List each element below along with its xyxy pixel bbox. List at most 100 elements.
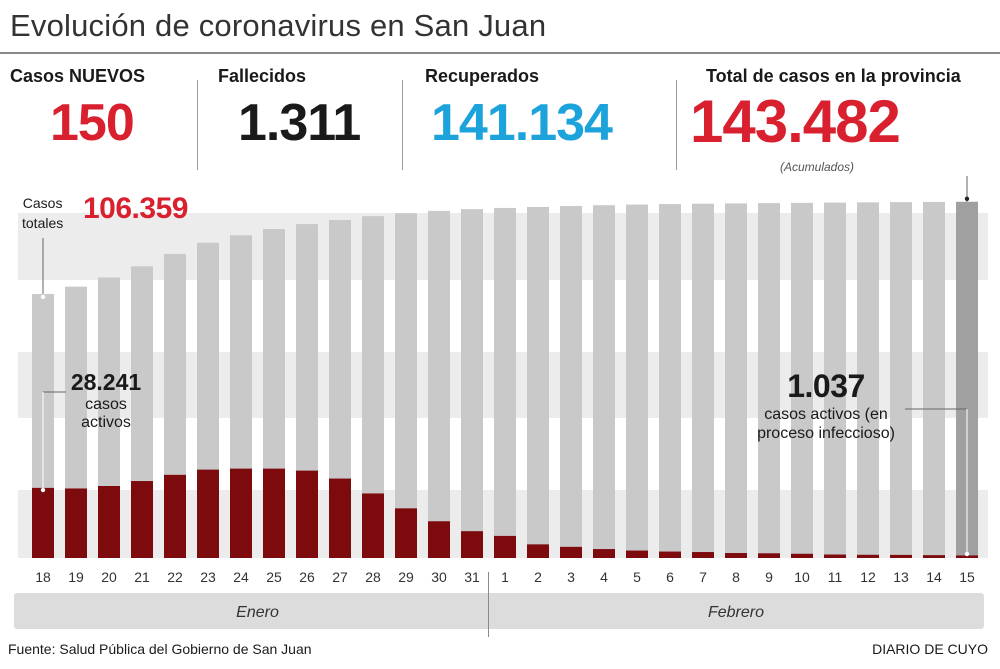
leader-dot (964, 196, 970, 201)
stat-recuperados: Recuperados 141.134 (425, 66, 613, 153)
stat-fallecidos-value: 1.311 (238, 94, 361, 152)
active-bar-2 (527, 544, 549, 558)
x-tick-label: 22 (167, 569, 183, 585)
active-bar-23 (197, 469, 219, 558)
x-tick-label: 24 (233, 569, 249, 585)
bars (32, 201, 978, 559)
total-bar-28 (362, 216, 384, 558)
end-active-value: 1.037 (787, 368, 865, 404)
x-tick-label: 4 (600, 569, 608, 585)
start-active-caption: 28.241 casos activos (66, 369, 146, 432)
end-active-text: casos activos (en (764, 406, 888, 423)
total-bar-11 (824, 202, 846, 558)
start-total-value: 106.359 (83, 192, 188, 225)
active-bar-31 (461, 531, 483, 558)
start-total-label: Casos (22, 195, 63, 211)
active-bar-22 (164, 474, 186, 558)
total-bar-6 (659, 204, 681, 558)
stat-nuevos-label: Casos NUEVOS (10, 66, 146, 86)
x-tick-label: 12 (860, 569, 876, 585)
stat-fallecidos-label: Fallecidos (218, 66, 307, 86)
active-bar-11 (824, 554, 846, 558)
total-bar-3 (560, 205, 582, 558)
leader-dot (40, 294, 46, 300)
active-bar-1 (494, 535, 516, 558)
month-label: Febrero (708, 604, 764, 621)
active-bar-7 (692, 552, 714, 558)
stat-total-value: 143.482 (690, 88, 901, 155)
active-bar-30 (428, 521, 450, 558)
total-bar-14 (923, 201, 945, 559)
active-bar-20 (98, 486, 120, 558)
start-active-text: activos (81, 414, 131, 431)
stat-total: Total de casos en la provincia 143.482 (690, 66, 961, 156)
x-tick-label: 14 (926, 569, 942, 585)
active-bar-6 (659, 551, 681, 558)
x-tick-label: 18 (35, 569, 51, 585)
x-tick-label: 28 (365, 569, 381, 585)
x-tick-label: 25 (266, 569, 282, 585)
x-tick-label: 20 (101, 569, 117, 585)
month-label: Enero (236, 604, 279, 621)
active-bar-21 (131, 481, 153, 558)
total-bar-1 (494, 207, 516, 558)
active-bar-5 (626, 550, 648, 558)
footer-source: Fuente: Salud Pública del Gobierno de Sa… (8, 641, 312, 657)
total-bar-13 (890, 202, 912, 558)
active-bar-13 (890, 554, 912, 558)
divider (676, 80, 677, 170)
total-bar-31 (461, 209, 483, 558)
active-bar-19 (65, 488, 87, 558)
x-tick-label: 13 (893, 569, 909, 585)
divider (402, 80, 403, 170)
x-tick-label: 7 (699, 569, 707, 585)
divider (197, 80, 198, 170)
active-bar-15 (956, 555, 978, 558)
active-bar-18 (32, 487, 54, 558)
page-title: Evolución de coronavirus en San Juan (10, 8, 547, 43)
total-bar-7 (692, 203, 714, 559)
x-tick-label: 31 (464, 569, 480, 585)
x-tick-label: 8 (732, 569, 740, 585)
total-bar-8 (725, 203, 747, 559)
active-bar-9 (758, 553, 780, 558)
footer-brand: DIARIO DE CUYO (872, 641, 988, 657)
end-active-caption: 1.037 casos activos (en proceso infeccio… (738, 368, 914, 443)
active-bar-14 (923, 555, 945, 558)
active-bar-24 (230, 468, 252, 558)
stat-total-note: (Acumulados) (780, 160, 855, 174)
stat-recuperados-value: 141.134 (431, 94, 613, 152)
x-tick-label: 11 (828, 569, 843, 585)
total-bar-27 (329, 220, 351, 558)
total-bar-10 (791, 202, 813, 559)
active-bar-27 (329, 478, 351, 558)
stat-nuevos-value: 150 (50, 94, 135, 152)
total-bar-2 (527, 206, 549, 558)
month-band (14, 593, 984, 629)
x-tick-labels: 18 19 20 21 22 23 24 25 26 27 28 29 30 31 1 2 3 4 5 6 7 8 9 10 1… (35, 569, 975, 585)
total-bar-4 (593, 205, 615, 558)
total-bar-15 (956, 201, 978, 558)
annotation-leaders (40, 176, 970, 557)
x-tick-label: 26 (299, 569, 315, 585)
x-tick-label: 1 (501, 569, 509, 585)
leader-dot (964, 551, 970, 557)
start-active-text: casos (85, 396, 127, 413)
active-bar-29 (395, 508, 417, 558)
month-axis: Enero Febrero (14, 572, 984, 637)
active-bar-12 (857, 554, 879, 558)
x-tick-label: 19 (68, 569, 84, 585)
start-total-caption: Casos totales (22, 193, 63, 233)
total-bar-12 (857, 202, 879, 558)
active-bar-25 (263, 468, 285, 558)
x-tick-label: 2 (534, 569, 542, 585)
total-bar-30 (428, 210, 450, 558)
start-total-label: totales (22, 215, 64, 231)
x-tick-label: 30 (431, 569, 447, 585)
title-rule (0, 52, 1000, 54)
active-bar-3 (560, 546, 582, 558)
stat-recuperados-label: Recuperados (425, 66, 540, 86)
stat-fallecidos: Fallecidos 1.311 (218, 66, 361, 153)
x-tick-label: 21 (134, 569, 150, 585)
